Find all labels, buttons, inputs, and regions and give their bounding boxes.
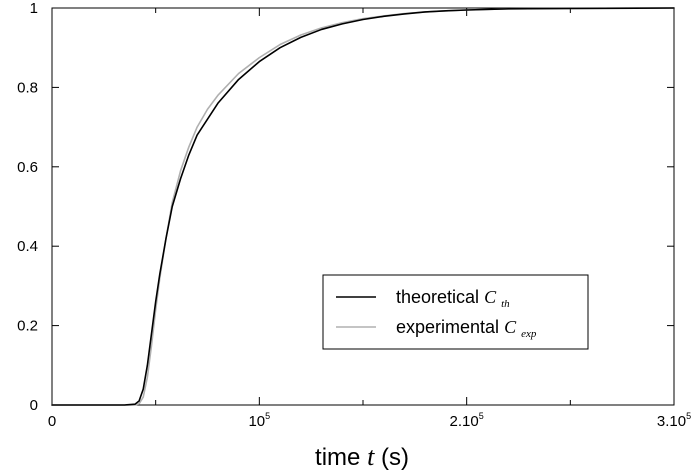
x-axis-title-variable: t (367, 442, 375, 471)
x-tick-label: 3.105 (657, 411, 691, 430)
legend-sub-theoretical: th (501, 298, 510, 310)
legend-entry-theoretical: theoretical C th (396, 287, 510, 310)
x-tick-label: 2.105 (450, 411, 484, 430)
legend-var-theoretical: C (484, 287, 497, 307)
series-line-theoretical (51, 7, 675, 406)
x-tick-label: 105 (248, 411, 270, 430)
legend-sub-experimental: exp (521, 328, 537, 340)
x-axis-title: time t (s) (315, 442, 409, 471)
axis-ticks: 0 0.2 0.4 0.6 0.8 1 0 105 2.105 3.105 (17, 0, 691, 430)
x-tick-label: 0 (48, 413, 56, 430)
y-tick-label: 0.8 (17, 79, 38, 96)
series-layer (51, 7, 675, 406)
legend: theoretical C th experimental C exp (322, 274, 589, 350)
legend-label-theoretical: theoretical (396, 287, 479, 307)
legend-entry-experimental: experimental C exp (396, 317, 537, 340)
legend-var-experimental: C (504, 317, 517, 337)
x-axis-title-unit: (s) (381, 444, 409, 471)
y-tick-label: 0.2 (17, 318, 38, 335)
x-axis-title-text: time (315, 444, 360, 471)
y-tick-label: 1 (30, 0, 38, 17)
y-tick-label: 0.6 (17, 159, 38, 176)
legend-label-experimental: experimental (396, 317, 499, 337)
y-tick-label: 0 (30, 397, 38, 414)
legend-box (322, 274, 589, 350)
y-tick-label: 0.4 (17, 238, 38, 255)
